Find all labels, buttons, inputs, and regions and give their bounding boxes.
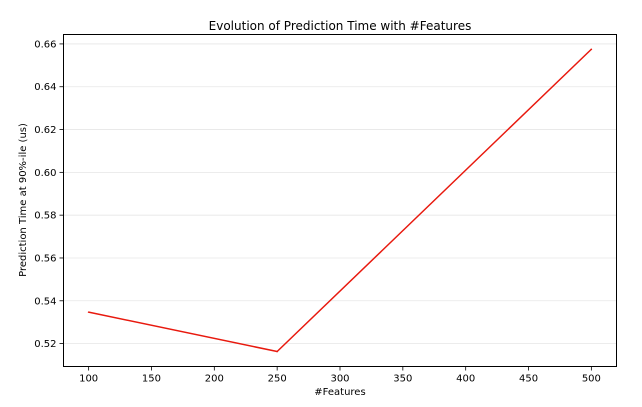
x-tick-label: 500 [582, 374, 601, 385]
data-point [87, 311, 90, 313]
y-tick-label: 0.56 [34, 253, 56, 264]
x-tick-label: 200 [205, 374, 224, 385]
x-tick-label: 400 [456, 374, 475, 385]
y-tick-label: 0.64 [34, 82, 56, 93]
x-tick-label: 450 [519, 374, 538, 385]
x-tick-label: 100 [79, 374, 98, 385]
series-line [88, 48, 592, 353]
y-axis: 0.52 0.54 0.56 0.58 0.60 0.62 0.64 0.66 [34, 39, 64, 350]
y-tick-label: 0.60 [34, 168, 56, 179]
x-axis: 100 150 200 250 300 350 400 450 500 [79, 366, 601, 385]
x-axis-label: #Features [314, 387, 365, 398]
y-axis-label: Prediction Time at 90%-ile (us) [18, 123, 29, 277]
x-tick-label: 350 [393, 374, 412, 385]
x-tick-label: 300 [330, 374, 349, 385]
data-point [590, 48, 593, 51]
x-tick-label: 250 [268, 374, 287, 385]
y-tick-label: 0.52 [34, 339, 56, 350]
x-tick-label: 150 [142, 374, 161, 385]
y-tick-label: 0.66 [34, 39, 56, 50]
y-tick-label: 0.58 [34, 211, 56, 222]
y-gridlines [63, 43, 617, 344]
chart-title: Evolution of Prediction Time with #Featu… [209, 19, 472, 33]
y-tick-label: 0.62 [34, 125, 56, 136]
data-point [276, 350, 278, 353]
plot-frame [63, 34, 617, 367]
y-tick-label: 0.54 [34, 296, 56, 307]
series-lines [87, 48, 593, 353]
